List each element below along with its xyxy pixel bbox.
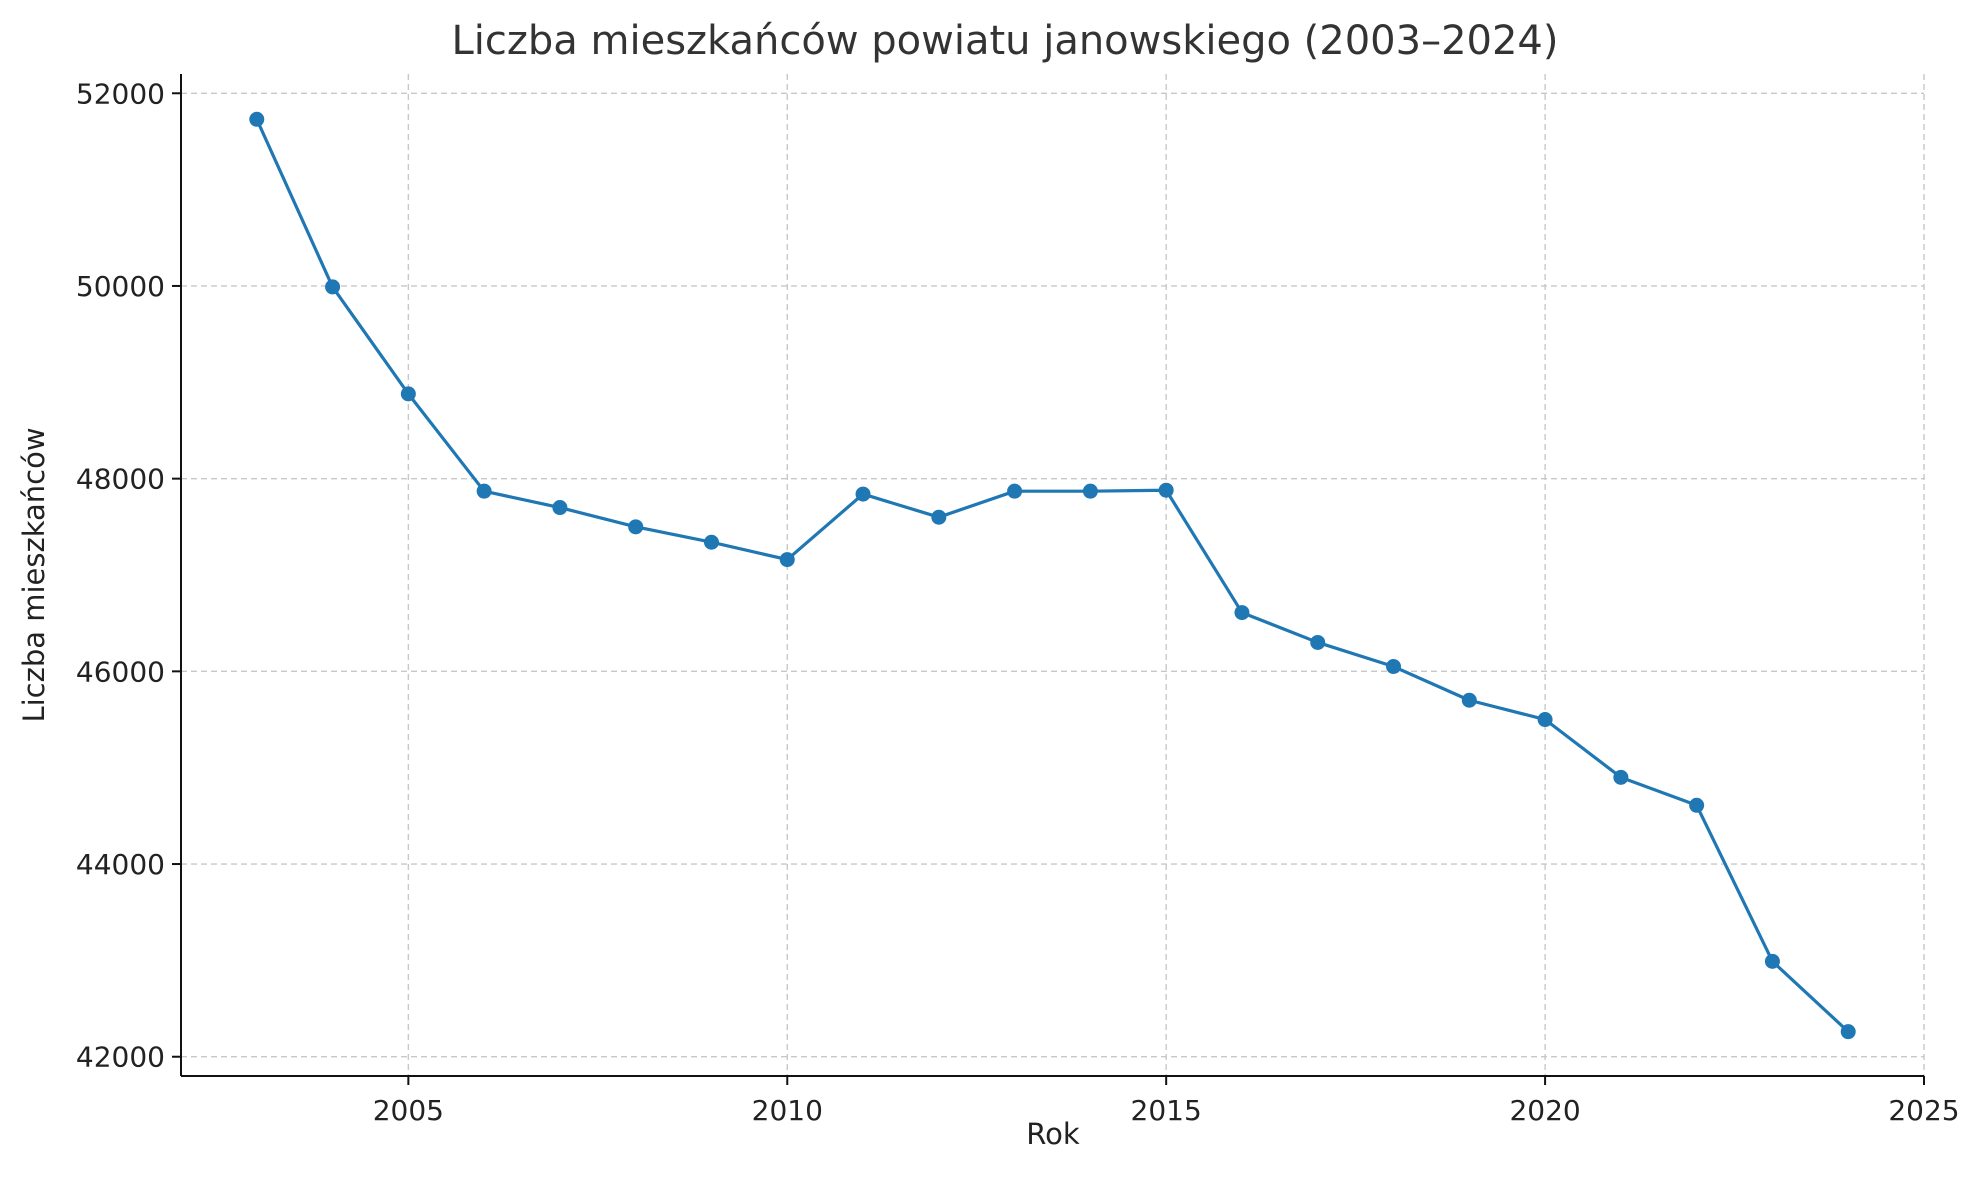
y-tick-label: 50000 xyxy=(76,270,165,303)
chart-title: Liczba mieszkańców powiatu janowskiego (… xyxy=(452,18,1559,64)
y-tick-label: 42000 xyxy=(76,1041,165,1074)
data-point xyxy=(1386,659,1402,675)
y-tick-label: 44000 xyxy=(76,848,165,881)
data-point xyxy=(1461,692,1477,708)
y-axis-label: Liczba mieszkańców xyxy=(17,427,51,722)
data-point xyxy=(1158,482,1174,498)
x-tick-label: 2020 xyxy=(1509,1094,1580,1127)
data-point xyxy=(703,534,719,550)
data-point xyxy=(1310,634,1326,650)
data-point xyxy=(400,386,416,402)
x-tick-label: 2010 xyxy=(752,1094,823,1127)
series xyxy=(249,111,1856,1040)
data-point xyxy=(931,509,947,525)
data-point xyxy=(1537,712,1553,728)
x-tick-label: 2015 xyxy=(1131,1094,1202,1127)
data-point xyxy=(249,111,265,127)
data-point xyxy=(628,519,644,535)
x-tick-label: 2025 xyxy=(1888,1094,1959,1127)
data-point xyxy=(1840,1024,1856,1040)
data-point xyxy=(855,486,871,502)
y-tick-label: 46000 xyxy=(76,655,165,688)
x-tick-label: 2005 xyxy=(373,1094,444,1127)
data-point xyxy=(476,483,492,499)
data-point xyxy=(325,279,341,295)
x-axis-label: Rok xyxy=(1026,1117,1080,1151)
y-tick-label: 52000 xyxy=(76,77,165,110)
tick-labels: 2005 2010 2015 2020 2025 42000 44000 46000 48000… xyxy=(76,77,1960,1127)
data-point xyxy=(1689,797,1705,813)
data-point xyxy=(552,500,568,516)
axes xyxy=(180,74,1924,1077)
data-point xyxy=(1082,483,1098,499)
y-tick-label: 48000 xyxy=(76,463,165,496)
grid xyxy=(181,74,1925,1076)
data-point xyxy=(1764,953,1780,969)
series-line xyxy=(255,117,1850,1034)
data-point xyxy=(1234,605,1250,621)
data-point xyxy=(779,552,795,568)
data-point xyxy=(1613,769,1629,785)
data-point xyxy=(1007,483,1023,499)
